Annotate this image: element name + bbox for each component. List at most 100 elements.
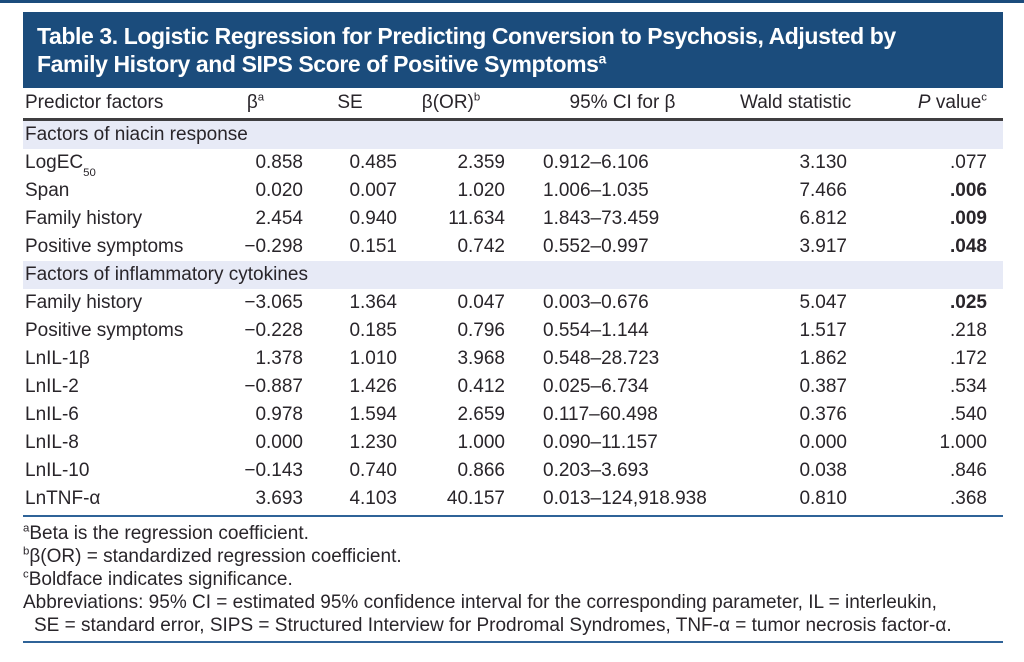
table-row: LnIL-2 −0.887 1.426 0.412 0.025–6.734 0.387 .5… <box>23 373 1003 401</box>
cell-ci: 0.554–1.144 <box>543 320 649 341</box>
column-header-row: Predictor factors βa SE β(OR)b 95% CI for β W… <box>23 88 1003 118</box>
cell-beta: 0.978 <box>255 404 303 425</box>
cell-beta: 2.454 <box>255 208 303 229</box>
cell-p-value: .534 <box>950 376 987 397</box>
table-title-superscript: a <box>598 51 607 67</box>
cell-se: 0.007 <box>349 180 397 201</box>
table-row: LnIL-1β 1.378 1.010 3.968 0.548–28.723 1.862.… <box>23 345 1003 373</box>
footnotes: aBeta is the regression coefficient. bβ(O… <box>23 517 1003 641</box>
cell-predictor: LnIL-6 <box>25 404 79 425</box>
cell-ci: 0.003–0.676 <box>543 292 649 313</box>
cell-wald: 3.917 <box>799 236 847 257</box>
cell-predictor: LnIL-10 <box>25 460 90 481</box>
top-border-line <box>0 0 1024 3</box>
cell-se: 1.010 <box>349 348 397 369</box>
cell-wald: 3.130 <box>799 152 847 173</box>
cell-beta-or: 1.000 <box>457 432 505 453</box>
cell-ci: 0.552–0.997 <box>543 236 649 257</box>
cell-predictor: LnIL-1β <box>25 348 90 369</box>
cell-beta-or: 0.047 <box>457 292 505 313</box>
cell-beta-or: 0.796 <box>457 320 505 341</box>
footer-bottom-line <box>23 641 1003 643</box>
cell-beta-or: 1.020 <box>457 180 505 201</box>
cell-beta: 3.693 <box>255 488 303 509</box>
table-row: Positive symptoms −0.228 0.185 0.796 0.554–1… <box>23 317 1003 345</box>
cell-se: 4.103 <box>349 488 397 509</box>
column-header-predictor: Predictor factors <box>25 92 164 113</box>
cell-se: 0.485 <box>349 152 397 173</box>
cell-wald: 5.047 <box>799 292 847 313</box>
cell-predictor: Positive symptoms <box>25 236 184 257</box>
table-figure: Table 3. Logistic Regression for Predict… <box>23 12 1003 643</box>
header-divider-line <box>23 118 1003 121</box>
cell-beta: −0.228 <box>244 320 303 341</box>
cell-predictor: Positive symptoms <box>25 320 184 341</box>
cell-beta-or: 0.742 <box>457 236 505 257</box>
cell-beta: 0.000 <box>255 432 303 453</box>
cell-beta: 0.020 <box>255 180 303 201</box>
section-header-factors-of-niacin-response: Factors of niacin response <box>23 121 1003 149</box>
table-row: LnTNF-α 3.693 4.103 40.157 0.013–124,918.938… <box>23 485 1003 513</box>
column-header-ci: 95% CI for β <box>569 92 676 113</box>
table-title-line2: Family History and SIPS Score of Positiv… <box>37 51 599 77</box>
footnote-line: aBeta is the regression coefficient. <box>23 522 309 544</box>
table-title-bar: Table 3. Logistic Regression for Predict… <box>23 12 1003 88</box>
column-header-beta-or: β(OR)b <box>421 91 481 113</box>
table-row: LnIL-8 0.000 1.230 1.000 0.090–11.157 0.000 1.… <box>23 429 1003 457</box>
section-header-factors-of-inflammatory-cytokines: Factors of inflammatory cytokines <box>23 261 1003 289</box>
cell-p-value: .540 <box>950 404 987 425</box>
cell-beta: 1.378 <box>255 348 303 369</box>
column-header-p-value: P valuec <box>917 91 987 113</box>
cell-beta-or: 0.866 <box>457 460 505 481</box>
table-row: LnIL-10 −0.143 0.740 0.866 0.203–3.693 0.038.… <box>23 457 1003 485</box>
cell-predictor: LogEC50 <box>25 152 96 179</box>
cell-p-value: .077 <box>950 152 987 173</box>
cell-beta-or: 11.634 <box>448 208 505 229</box>
column-header-beta: βa <box>246 91 265 113</box>
footnote-line: cBoldface indicates significance. <box>23 568 293 590</box>
column-header-se: SE <box>337 92 363 113</box>
footnote-line: SE = standard error, SIPS = Structured I… <box>34 615 952 636</box>
cell-se: 0.185 <box>349 320 397 341</box>
cell-ci: 0.548–28.723 <box>543 348 660 369</box>
table-title-line1: Table 3. Logistic Regression for Predict… <box>37 23 896 49</box>
cell-ci: 0.912–6.106 <box>543 152 649 173</box>
cell-predictor: Family history <box>25 208 143 229</box>
cell-wald: 7.466 <box>799 180 847 201</box>
cell-ci: 0.090–11.157 <box>543 432 658 453</box>
cell-ci: 0.117–60.498 <box>543 404 658 425</box>
cell-beta-or: 2.359 <box>457 152 505 173</box>
table-row: Positive symptoms −0.298 0.151 0.742 0.552–0… <box>23 233 1003 261</box>
cell-ci: 1.843–73.459 <box>543 208 660 229</box>
cell-wald: 1.517 <box>799 320 847 341</box>
cell-wald: 1.862 <box>799 348 847 369</box>
footnote-line: bβ(OR) = standardized regression coeffic… <box>23 545 402 567</box>
cell-p-value: .172 <box>950 348 987 369</box>
table-row: Family history −3.065 1.364 0.047 0.003–0.67… <box>23 289 1003 317</box>
cell-predictor: LnIL-8 <box>25 432 79 453</box>
cell-wald: 6.812 <box>799 208 847 229</box>
cell-beta: −0.887 <box>244 376 303 397</box>
cell-se: 0.740 <box>349 460 397 481</box>
cell-wald: 0.038 <box>799 460 847 481</box>
cell-beta: −0.298 <box>244 236 303 257</box>
cell-p-value: .218 <box>950 320 987 341</box>
cell-se: 1.364 <box>349 292 397 313</box>
cell-p-value: .048 <box>950 236 987 257</box>
cell-wald: 0.810 <box>799 488 847 509</box>
cell-beta: −0.143 <box>244 460 303 481</box>
cell-se: 1.594 <box>349 404 397 425</box>
table-row: LnIL-6 0.978 1.594 2.659 0.117–60.498 0.376 .5… <box>23 401 1003 429</box>
cell-beta-or: 0.412 <box>457 376 505 397</box>
cell-predictor: LnTNF-α <box>25 488 101 509</box>
table-body: Factors of niacin response LogEC50 0.858 0.… <box>23 121 1003 513</box>
cell-ci: 0.013–124,918.938 <box>543 488 707 509</box>
cell-predictor: LnIL-2 <box>25 376 79 397</box>
cell-predictor: Family history <box>25 292 143 313</box>
cell-wald: 0.376 <box>799 404 847 425</box>
cell-p-value: .368 <box>950 488 987 509</box>
table-row: Family history 2.454 0.940 11.634 1.843–73.4… <box>23 205 1003 233</box>
cell-beta-or: 2.659 <box>457 404 505 425</box>
cell-wald: 0.387 <box>799 376 847 397</box>
cell-p-value: .009 <box>950 208 987 229</box>
